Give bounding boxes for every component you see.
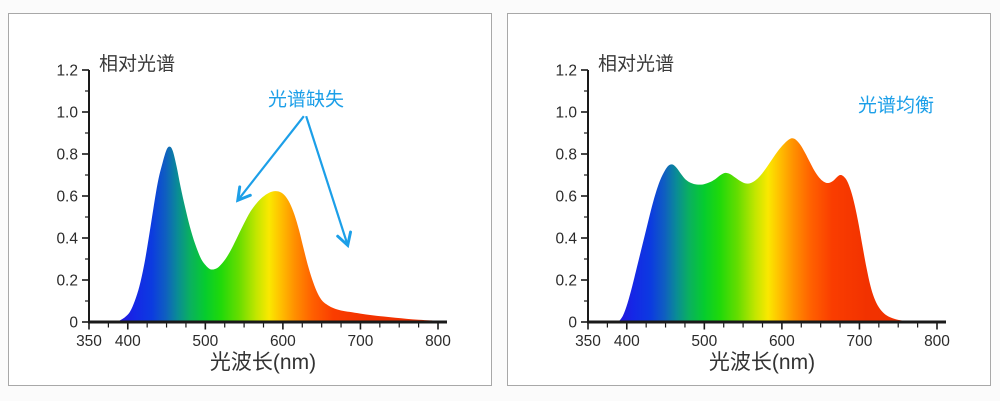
y-tick-label: 0.8 bbox=[56, 147, 78, 164]
panel-spectrum-balanced: 0 0.2 0.4 0.6 0.8 1.0 1.2 350 400 500 600 700 800 相对… bbox=[507, 13, 991, 386]
x-tick-label: 400 bbox=[115, 333, 141, 350]
y-tick-label: 1.2 bbox=[555, 63, 577, 80]
annotation-arrow bbox=[235, 115, 305, 203]
axes bbox=[581, 69, 946, 330]
spectrum-area bbox=[116, 146, 438, 322]
x-tick-label: 350 bbox=[76, 333, 102, 350]
annotation-arrow bbox=[305, 115, 353, 249]
x-axis-title: 光波长(nm) bbox=[209, 351, 317, 374]
panel-spectrum-deficient: 0 0.2 0.4 0.6 0.8 1.0 1.2 350 400 500 600 700 800 相对… bbox=[8, 13, 492, 386]
x-tick-label: 800 bbox=[924, 333, 950, 350]
x-tick-label: 500 bbox=[192, 333, 218, 350]
spectrum-area bbox=[618, 138, 916, 322]
chart-title: 相对光谱 bbox=[598, 54, 675, 75]
chart-title: 相对光谱 bbox=[99, 54, 176, 75]
spectrum-chart-balanced: 0 0.2 0.4 0.6 0.8 1.0 1.2 350 400 500 600 700 800 bbox=[555, 63, 950, 351]
y-tick-label: 0.8 bbox=[555, 147, 577, 164]
y-tick-label: 0.6 bbox=[555, 189, 577, 206]
x-tick-label: 500 bbox=[691, 333, 717, 350]
x-axis-title: 光波长(nm) bbox=[708, 351, 816, 374]
y-tick-label: 0 bbox=[568, 315, 577, 332]
tick-labels: 0 0.2 0.4 0.6 0.8 1.0 1.2 350 400 500 600 700 800 bbox=[555, 63, 950, 351]
x-tick-label: 400 bbox=[614, 333, 640, 350]
x-tick-label: 600 bbox=[769, 333, 795, 350]
annotation-spectrum-missing: 光谱缺失 bbox=[267, 89, 345, 111]
y-tick-label: 1.0 bbox=[56, 105, 78, 122]
y-tick-label: 0.4 bbox=[56, 231, 78, 248]
x-tick-label: 600 bbox=[270, 333, 296, 350]
y-tick-label: 1.0 bbox=[555, 105, 577, 122]
y-tick-label: 0.2 bbox=[56, 273, 78, 290]
y-tick-label: 0.2 bbox=[555, 273, 577, 290]
spectrum-chart-deficient: 0 0.2 0.4 0.6 0.8 1.0 1.2 350 400 500 600 700 800 bbox=[56, 63, 451, 351]
y-tick-label: 0 bbox=[69, 315, 78, 332]
axes bbox=[82, 69, 447, 330]
tick-labels: 0 0.2 0.4 0.6 0.8 1.0 1.2 350 400 500 600 700 800 bbox=[56, 63, 451, 351]
y-tick-label: 0.6 bbox=[56, 189, 78, 206]
annotation-spectrum-balanced: 光谱均衡 bbox=[857, 95, 935, 117]
x-tick-label: 700 bbox=[348, 333, 374, 350]
x-tick-label: 800 bbox=[425, 333, 451, 350]
x-tick-label: 700 bbox=[847, 333, 873, 350]
y-tick-label: 1.2 bbox=[56, 63, 78, 80]
y-tick-label: 0.4 bbox=[555, 231, 577, 248]
x-tick-label: 350 bbox=[575, 333, 601, 350]
